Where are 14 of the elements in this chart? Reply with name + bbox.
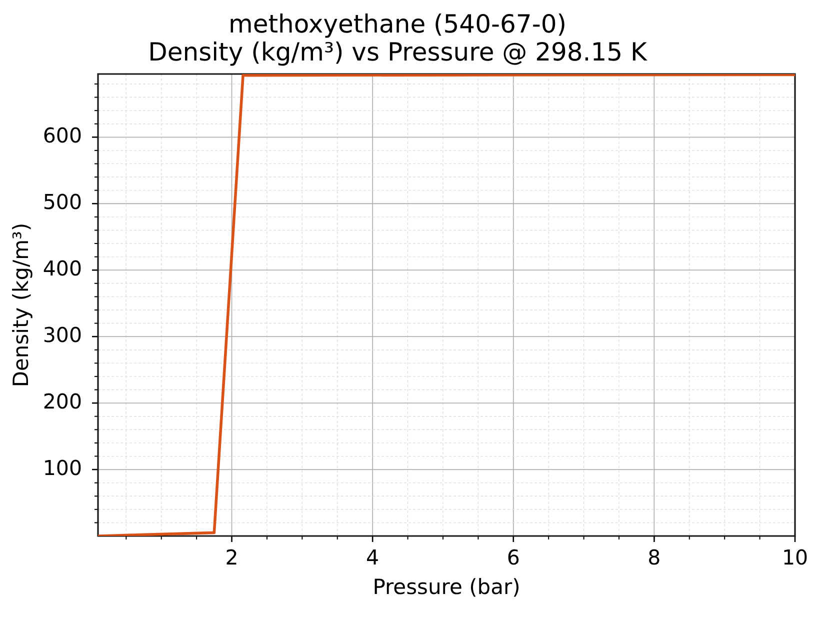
chart-title: methoxyethane (540-67-0) Density (kg/m³) vs Pressure @ 298.15 K xyxy=(148,10,648,66)
x-tick-label: 10 xyxy=(782,546,808,570)
x-axis-title: Pressure (bar) xyxy=(372,574,520,599)
y-tick-label: 400 xyxy=(42,256,82,280)
y-tick-label: 500 xyxy=(42,190,82,214)
x-tick-label: 6 xyxy=(506,546,520,570)
y-tick-label: 300 xyxy=(42,322,82,347)
x-tick-label: 2 xyxy=(225,546,238,570)
y-tick-label: 200 xyxy=(42,389,82,414)
x-tick-label: 4 xyxy=(366,546,380,570)
y-tick-label: 600 xyxy=(42,123,82,148)
x-tick-label: 8 xyxy=(648,546,661,570)
y-axis-title: Density (kg/m³) xyxy=(9,222,34,388)
y-tick-label: 100 xyxy=(42,456,82,480)
